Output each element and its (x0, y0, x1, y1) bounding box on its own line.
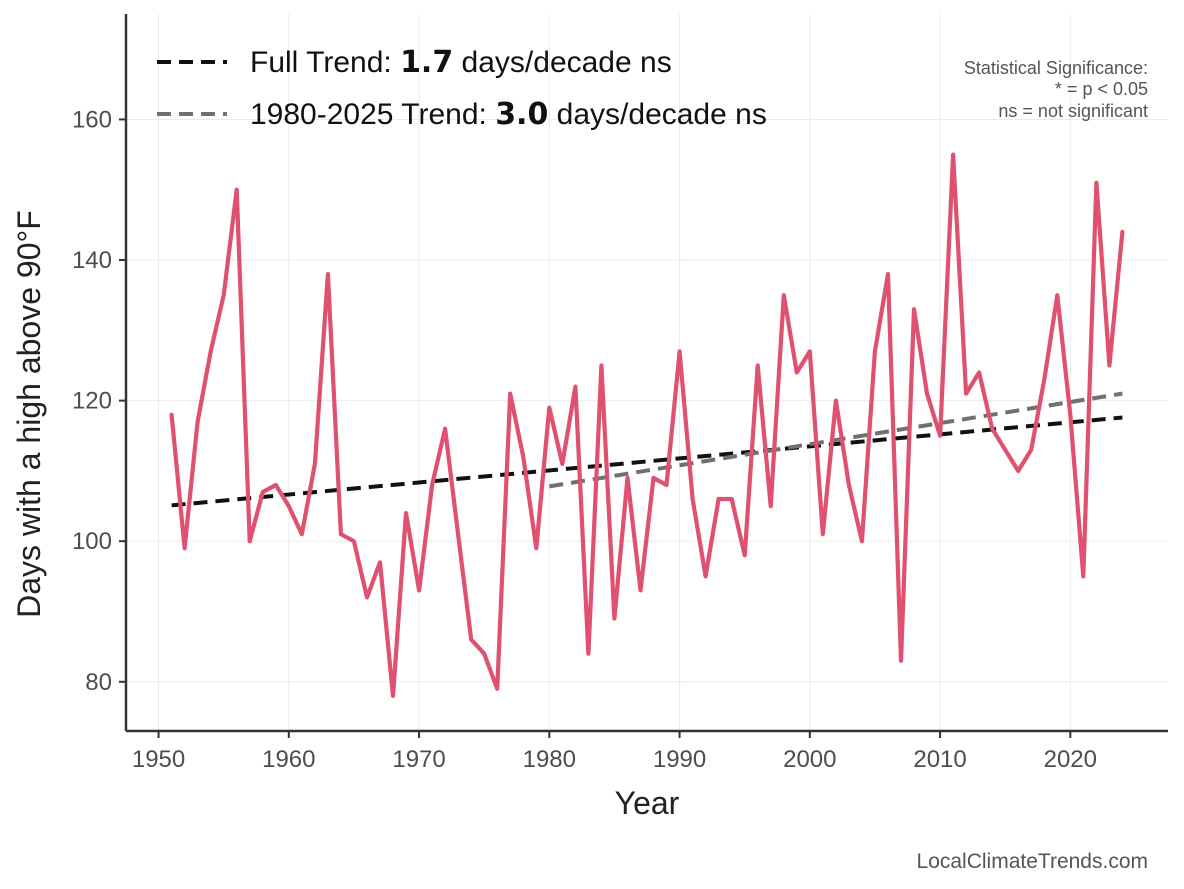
trend-lines (171, 391, 1123, 508)
full-trend-line (171, 415, 1123, 508)
x-axis-title: Year (615, 785, 680, 821)
legend-recent-trend-prefix: 1980-2025 Trend: (250, 98, 495, 131)
x-tick-label: 2000 (783, 746, 836, 773)
y-tick-label: 100 (72, 528, 112, 555)
x-tick-label: 1980 (523, 746, 576, 773)
x-tick-label: 2010 (913, 746, 966, 773)
legend-full-trend-slope: 1.7 (400, 45, 453, 80)
x-tick-label: 1990 (653, 746, 706, 773)
significance-note: Statistical Significance: * = p < 0.05 n… (964, 58, 1148, 121)
legend-full-trend-suffix: days/decade ns (453, 46, 671, 79)
legend-full-trend-prefix: Full Trend: (250, 46, 400, 79)
x-tick-label: 1960 (262, 746, 315, 773)
x-tick-label: 2020 (1044, 746, 1097, 773)
legend-full-trend-label: Full Trend: 1.7 days/decade ns (250, 45, 672, 80)
axes (119, 14, 1168, 738)
y-tick-label: 140 (72, 247, 112, 274)
series-line-days-above-90 (169, 152, 1125, 699)
significance-note-title: Statistical Significance: (964, 58, 1148, 78)
significance-note-ns: ns = not significant (998, 101, 1148, 121)
legend-recent-trend-suffix: days/decade ns (548, 98, 766, 131)
legend-recent-trend-label: 1980-2025 Trend: 3.0 days/decade ns (250, 97, 767, 132)
x-tick-label: 1950 (132, 746, 185, 773)
y-tick-label: 160 (72, 106, 112, 133)
recent-trend-line (548, 391, 1123, 489)
x-tick-label: 1970 (392, 746, 445, 773)
y-tick-label: 120 (72, 388, 112, 415)
data-series (169, 152, 1125, 699)
legend: Full Trend: 1.7 days/decade ns 1980-2025… (157, 45, 767, 132)
legend-recent-trend-slope: 3.0 (495, 97, 548, 132)
tick-labels: 80 100 120 140 160 1950 1960 1970 1980 1990 2000 20… (72, 106, 1097, 773)
grid-lines (126, 14, 1168, 731)
significance-note-p: * = p < 0.05 (1055, 79, 1148, 99)
source-credit: LocalClimateTrends.com (917, 850, 1148, 873)
y-axis-title: Days with a high above 90°F (11, 210, 47, 618)
y-tick-label: 80 (85, 669, 112, 696)
